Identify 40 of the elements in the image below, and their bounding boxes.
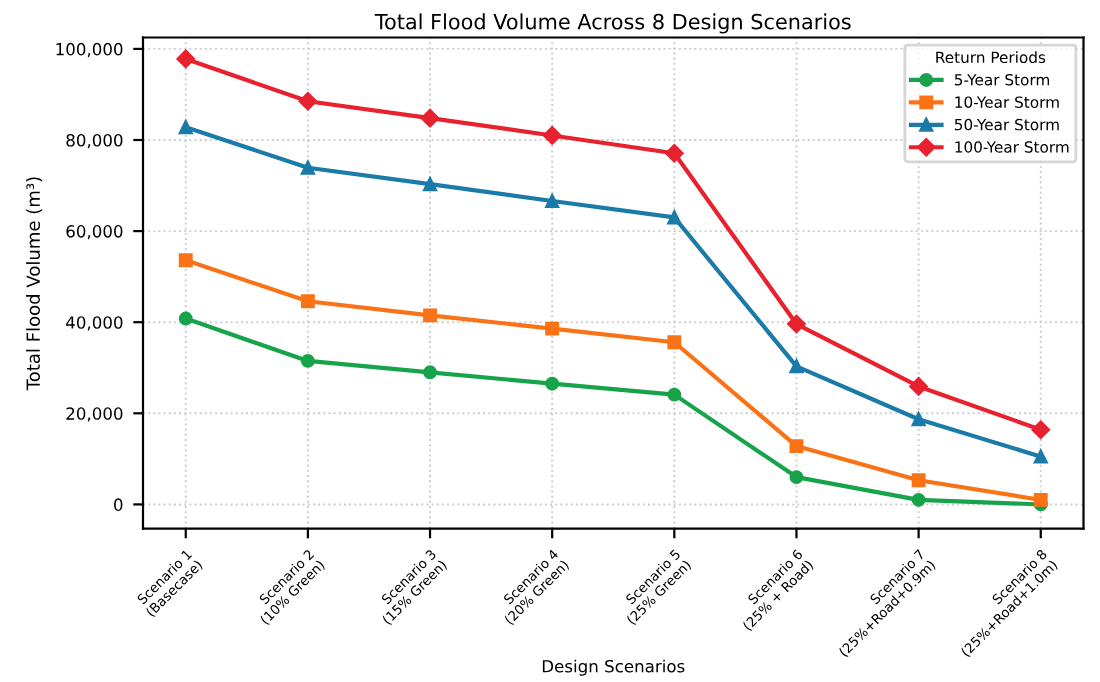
y-tick-label: 80,000 — [66, 133, 123, 149]
point — [542, 126, 562, 145]
point — [300, 294, 315, 309]
point — [1033, 449, 1048, 464]
point — [787, 314, 806, 334]
y-tick-label: 40,000 — [66, 316, 123, 331]
point — [789, 439, 804, 454]
point — [789, 470, 804, 485]
point — [1031, 420, 1050, 439]
point — [300, 160, 315, 175]
point — [667, 387, 682, 402]
point — [300, 353, 315, 368]
point — [667, 210, 682, 225]
y-tick-label: 0 — [114, 498, 123, 511]
y-axis-title: Total Flood Volume (m³) — [26, 177, 43, 391]
point — [909, 377, 928, 396]
point — [420, 108, 440, 128]
point — [178, 120, 193, 135]
point — [178, 311, 193, 326]
point — [545, 321, 560, 336]
point — [176, 49, 195, 69]
point — [298, 92, 318, 111]
point — [667, 335, 682, 350]
point — [1033, 492, 1048, 507]
point — [423, 365, 437, 380]
point — [178, 253, 193, 268]
point — [911, 412, 926, 427]
y-tick-label: 100,000 — [56, 42, 123, 58]
point — [423, 177, 437, 192]
point — [911, 473, 926, 488]
point — [545, 376, 560, 391]
x-axis-title: Design Scenarios — [542, 659, 685, 676]
chart-title: Total Flood Volume Across 8 Design Scenarios — [374, 13, 851, 34]
y-tick-label: 60,000 — [66, 225, 123, 240]
y-tick-label: 20,000 — [66, 407, 123, 422]
point — [545, 194, 560, 208]
point — [423, 308, 437, 323]
point — [789, 359, 804, 374]
point — [911, 492, 926, 507]
point — [665, 143, 684, 163]
